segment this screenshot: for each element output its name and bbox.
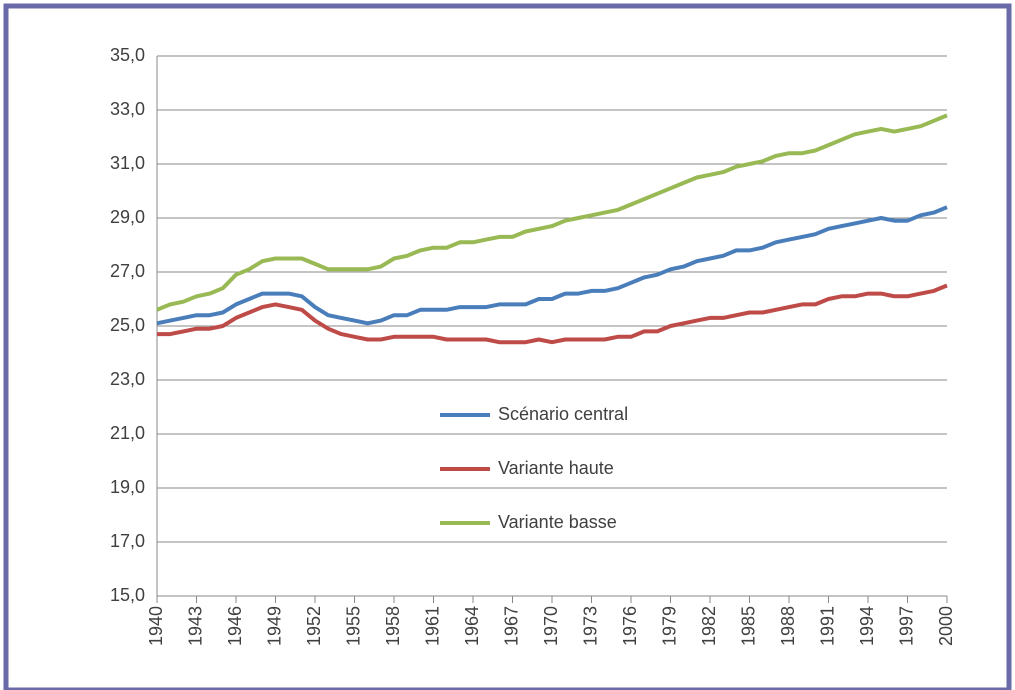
x-tick-label: 1940 — [146, 606, 166, 646]
x-tick-label: 1943 — [185, 606, 205, 646]
x-tick-label: 1946 — [225, 606, 245, 646]
legend-label: Variante basse — [498, 512, 617, 532]
x-tick-label: 1967 — [501, 606, 521, 646]
x-tick-label: 1985 — [738, 606, 758, 646]
y-tick-label: 31,0 — [110, 153, 145, 173]
x-tick-label: 1976 — [620, 606, 640, 646]
series-line — [156, 205, 948, 326]
x-tick-label: 1964 — [462, 606, 482, 646]
legend-label: Variante haute — [498, 458, 614, 478]
y-tick-label: 17,0 — [110, 531, 145, 551]
x-tick-label: 1979 — [659, 606, 679, 646]
y-tick-label: 21,0 — [110, 423, 145, 443]
y-tick-label: 19,0 — [110, 477, 145, 497]
y-tick-label: 35,0 — [110, 45, 145, 65]
series-line — [157, 283, 948, 345]
x-tick-label: 1973 — [580, 606, 600, 646]
x-tick-label: 1982 — [699, 606, 719, 646]
x-tick-label: 1958 — [383, 606, 403, 646]
x-tick-label: 1991 — [817, 606, 837, 646]
series-line — [156, 113, 948, 312]
x-tick-label: 1994 — [857, 606, 877, 646]
x-tick-label: 1970 — [541, 606, 561, 646]
y-tick-label: 33,0 — [110, 99, 145, 119]
x-tick-label: 1955 — [343, 606, 363, 646]
x-tick-label: 1988 — [778, 606, 798, 646]
y-tick-label: 27,0 — [110, 261, 145, 281]
y-tick-label: 25,0 — [110, 315, 145, 335]
x-tick-label: 1949 — [264, 606, 284, 646]
x-tick-label: 1997 — [896, 606, 916, 646]
legend-label: Scénario central — [498, 404, 628, 424]
x-tick-label: 2000 — [936, 606, 956, 646]
y-tick-label: 15,0 — [110, 585, 145, 605]
y-tick-label: 23,0 — [110, 369, 145, 389]
frame — [3, 3, 1012, 690]
x-tick-label: 1952 — [304, 606, 324, 646]
x-tick-label: 1961 — [422, 606, 442, 646]
y-tick-label: 29,0 — [110, 207, 145, 227]
